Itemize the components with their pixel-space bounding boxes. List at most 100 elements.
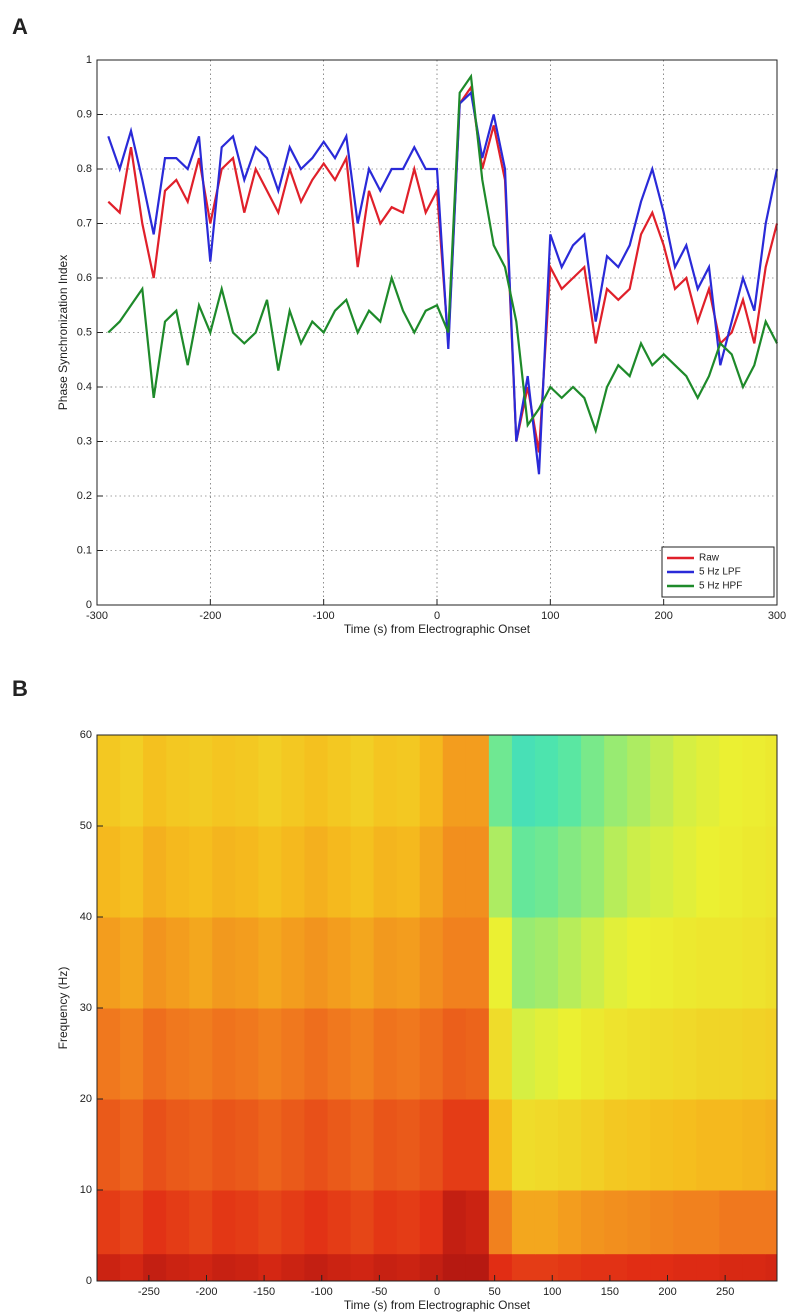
legend: Raw 5 Hz LPF 5 Hz HPF [661, 546, 775, 598]
heatmap-cell [719, 1253, 743, 1282]
heatmap-cell [373, 1253, 398, 1282]
x-tick-label: -200 [195, 1286, 217, 1298]
heatmap-cell [258, 1008, 282, 1100]
y-tick-label: 0.3 [77, 435, 92, 447]
heatmap-cell [304, 1253, 329, 1282]
heatmap-cell [650, 1253, 674, 1282]
heatmap-cell [465, 917, 490, 1009]
heatmap-cell [396, 1253, 421, 1282]
heatmap-cell [511, 735, 536, 827]
heatmap-cell [696, 1099, 720, 1191]
heatmap-cell [143, 1099, 167, 1191]
heatmap-cell [488, 1008, 513, 1100]
heatmap-cell [673, 917, 697, 1009]
x-tick-label: 200 [654, 610, 672, 622]
heatmap-cell [120, 1190, 144, 1255]
heatmap-cell [235, 826, 259, 918]
x-tick-label: 300 [768, 610, 786, 622]
heatmap-cell [511, 917, 536, 1009]
heatmap-cell [120, 826, 144, 918]
heatmap-cell [465, 735, 490, 827]
heatmap-cell [581, 917, 605, 1009]
heatmap-cell [534, 826, 559, 918]
heatmap-cell [558, 1099, 582, 1191]
heatmap-cell [97, 1253, 121, 1282]
heatmap-cell [373, 1008, 398, 1100]
heatmap-cell [143, 1008, 167, 1100]
heatmap-cell [719, 1099, 743, 1191]
y-axis-label: Phase Synchronization Index [56, 255, 70, 410]
heatmap-cell [719, 1008, 743, 1100]
heatmap-cell [281, 1008, 305, 1100]
heatmap-cell [604, 1008, 628, 1100]
y-tick-label: 0.4 [77, 381, 92, 393]
heatmap-cell [281, 1190, 305, 1255]
heatmap-cell [166, 826, 190, 918]
x-tick-label: -200 [199, 610, 221, 622]
heatmap-cell [189, 1099, 213, 1191]
heatmap-cell [166, 1099, 190, 1191]
heatmap-cell [327, 917, 352, 1009]
heatmap-cell [419, 826, 444, 918]
heatmap-cell [534, 735, 559, 827]
heatmap-cell [258, 826, 282, 918]
heatmap-cell [581, 1099, 605, 1191]
heatmap-cell [488, 826, 513, 918]
heatmap-cell [120, 735, 144, 827]
heatmap-cell [350, 1253, 375, 1282]
heatmap-cell [97, 1190, 121, 1255]
y-tick-label: 50 [80, 820, 92, 832]
heatmap-cell [742, 917, 766, 1009]
heatmap-cell [166, 735, 190, 827]
heatmap-cell [511, 826, 536, 918]
x-tick-label: 100 [543, 1286, 561, 1298]
heatmap-cell [558, 826, 582, 918]
heatmap-cell [558, 1190, 582, 1255]
heatmap-cell [304, 735, 329, 827]
y-tick-label: 30 [80, 1002, 92, 1014]
heatmap-cell [488, 735, 513, 827]
x-tick-label: -250 [138, 1286, 160, 1298]
heatmap-cell [350, 917, 375, 1009]
heatmap-cell [442, 1008, 467, 1100]
y-tick-label: 60 [80, 729, 92, 741]
heatmap-cell [189, 917, 213, 1009]
x-tick-label: -50 [371, 1286, 387, 1298]
heatmap-cell [212, 917, 236, 1009]
heatmap-cell [696, 1253, 720, 1282]
heatmap-cell [488, 1099, 513, 1191]
heatmap-cell [581, 735, 605, 827]
heatmap-cell [742, 1253, 766, 1282]
heatmap-cell [534, 1099, 559, 1191]
heatmap-cell [304, 1008, 329, 1100]
heatmap-cell [235, 1008, 259, 1100]
heatmap-cell [604, 1190, 628, 1255]
heatmap-cell [166, 1253, 190, 1282]
x-tick-label: -300 [86, 610, 108, 622]
heatmap-cell [534, 917, 559, 1009]
heatmap-cell [442, 1190, 467, 1255]
heatmap-cell [235, 917, 259, 1009]
heatmap-cell [166, 917, 190, 1009]
heatmap-cell [581, 1190, 605, 1255]
heatmap-cell [189, 826, 213, 918]
heatmap-cell [650, 735, 674, 827]
heatmap-cell [765, 917, 778, 1009]
heatmap-cell [235, 735, 259, 827]
heatmap-cell [719, 735, 743, 827]
y-tick-label: 0.6 [77, 272, 92, 284]
heatmap-cell [258, 917, 282, 1009]
heatmap-cell [304, 1099, 329, 1191]
heatmap-cell [350, 826, 375, 918]
x-tick-label: 250 [716, 1286, 734, 1298]
heatmap-cell [465, 1008, 490, 1100]
x-tick-label: -150 [253, 1286, 275, 1298]
heatmap-cell [742, 1099, 766, 1191]
heatmap-cell [627, 1099, 651, 1191]
heatmap-cell [442, 1099, 467, 1191]
heatmap-cell [442, 735, 467, 827]
y-tick-label: 40 [80, 911, 92, 923]
heatmap-cell [696, 917, 720, 1009]
heatmap-cell [281, 826, 305, 918]
heatmap-cell [581, 1008, 605, 1100]
